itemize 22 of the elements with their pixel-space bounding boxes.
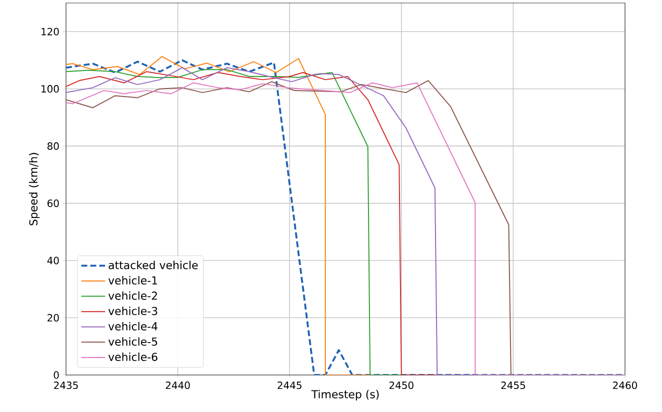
x-axis-title: Timestep (s) [311,390,379,400]
y-tick-label: 100 [42,85,59,93]
y-tick-label: 20 [48,314,59,322]
y-tick-label: 80 [47,142,59,150]
x-tick-label: 2440 [166,382,190,390]
legend-label: vehicle-6 [108,352,158,362]
y-tick-label: 120 [42,28,59,36]
x-tick-label: 2455 [501,382,526,390]
y-tick-label: 0 [54,371,59,379]
legend-label: attacked vehicle [108,260,198,270]
legend-label: vehicle-1 [108,276,158,285]
x-tick-label: 2460 [613,382,638,390]
y-axis-title: Speed (km/h) [29,152,40,226]
y-tick-label: 60 [48,200,59,208]
x-tick-label: 2435 [54,382,78,390]
legend-label: vehicle-3 [108,306,158,316]
y-tick-label: 40 [47,256,59,264]
x-tick-label: 2450 [389,382,414,390]
legend-label: vehicle-5 [108,337,158,346]
legend-label: vehicle-4 [108,322,158,330]
legend-label: vehicle-2 [108,291,157,300]
x-tick-label: 2445 [278,382,302,390]
